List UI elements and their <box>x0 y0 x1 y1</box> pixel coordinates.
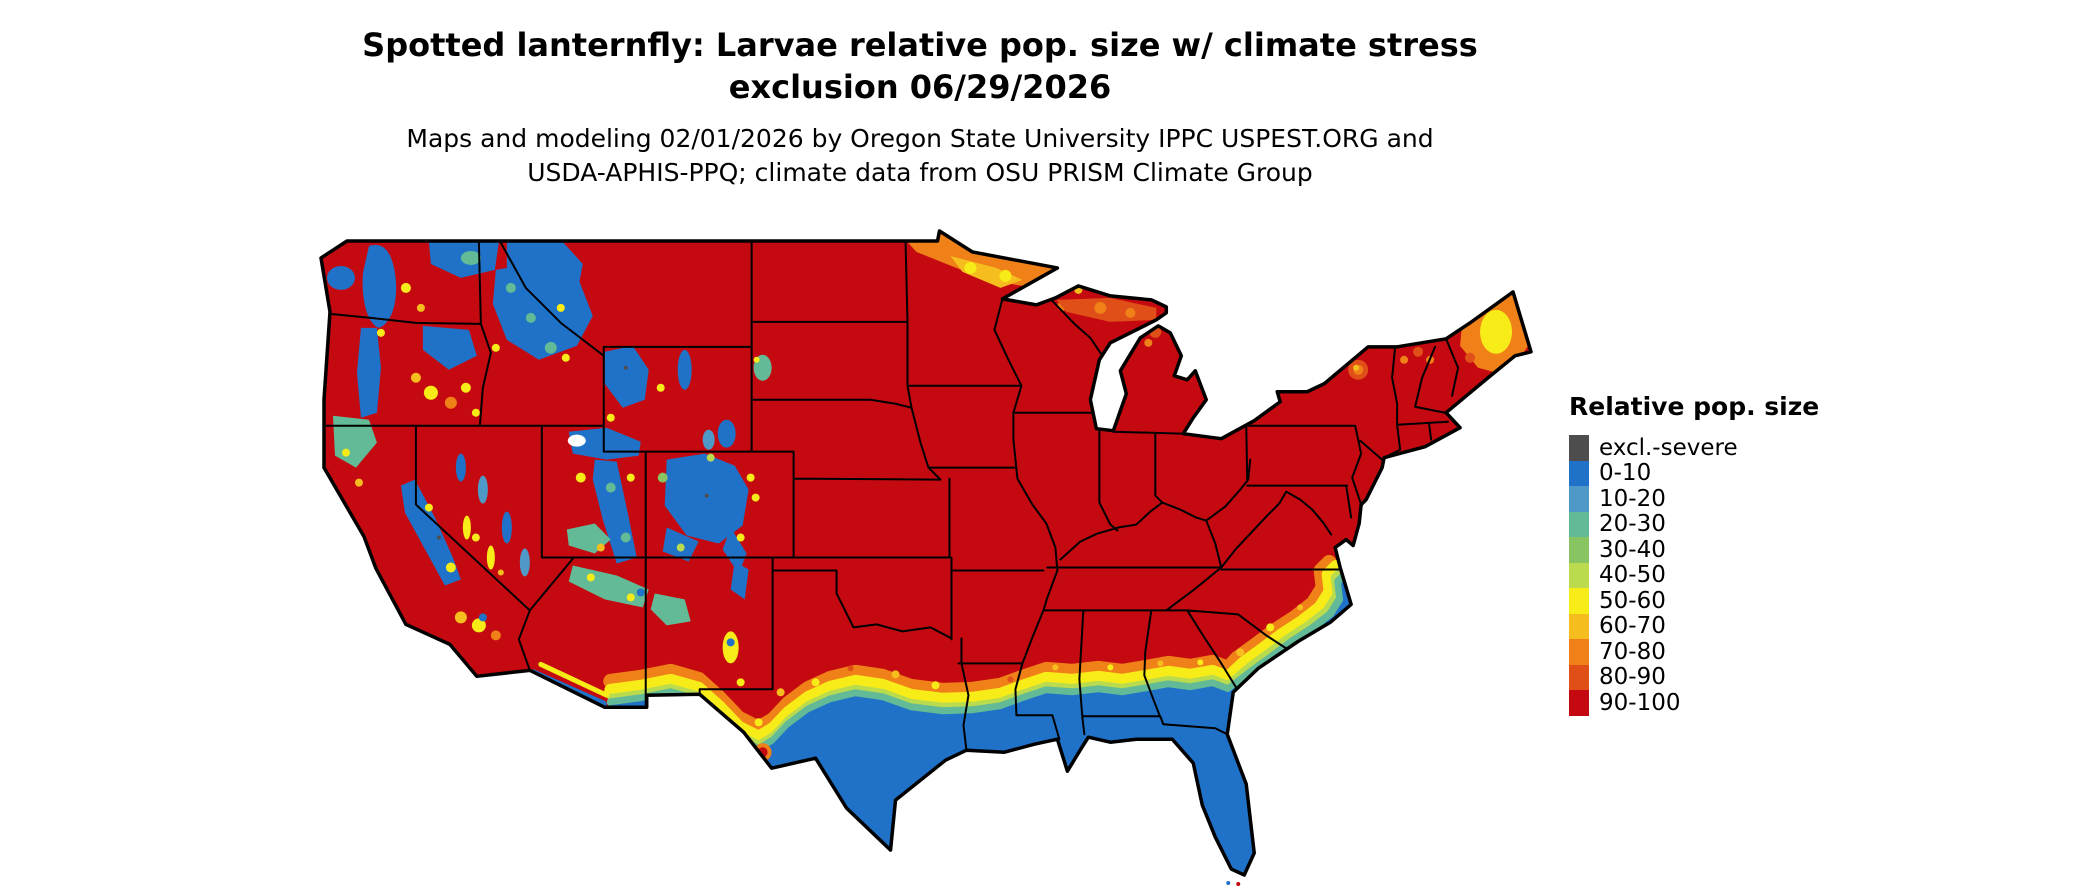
legend-item-label: 0-10 <box>1599 460 1652 487</box>
map-title-line1: Spotted lanternfly: Larvae relative pop.… <box>362 26 1478 64</box>
legend-item-label: 20-30 <box>1599 511 1666 538</box>
map-title-line2: exclusion 06/29/2026 <box>728 68 1112 106</box>
florida-keys-speck <box>1236 882 1241 887</box>
legend-item-label: excl.-severe <box>1599 434 1738 461</box>
legend-swatch <box>1569 664 1589 690</box>
legend-swatch <box>1569 639 1589 665</box>
legend-item: excl.-severe <box>1569 435 1819 461</box>
legend-item: 60-70 <box>1569 613 1819 640</box>
legend-item: 20-30 <box>1569 511 1819 538</box>
northern-fringe-regions <box>906 231 1529 383</box>
legend-swatch <box>1569 460 1589 486</box>
legend-item-label: 40-50 <box>1599 562 1666 589</box>
legend-item-label: 90-100 <box>1599 689 1681 716</box>
legend-swatch <box>1569 588 1589 614</box>
great-salt-lake <box>567 434 586 447</box>
legend-item-label: 60-70 <box>1599 613 1666 640</box>
legend-title: Relative pop. size <box>1569 392 1820 421</box>
terrain-mottling <box>341 282 760 687</box>
map-subtitle-line2: USDA-APHIS-PPQ; climate data from OSU PR… <box>527 158 1313 187</box>
western-terrain-regions <box>326 241 772 687</box>
map-subtitle: Maps and modeling 02/01/2026 by Oregon S… <box>0 122 1840 190</box>
legend-item-label: 70-80 <box>1599 638 1666 665</box>
legend-item: 40-50 <box>1569 562 1819 589</box>
legend-items: excl.-severe 0-10 10-20 20-30 30-40 40-5… <box>1569 435 1819 716</box>
legend-item: 90-100 <box>1569 690 1819 716</box>
legend-item: 70-80 <box>1569 639 1819 665</box>
legend-item: 80-90 <box>1569 664 1819 691</box>
legend-swatch <box>1569 562 1589 588</box>
legend-item: 10-20 <box>1569 486 1819 512</box>
legend-item-label: 10-20 <box>1599 485 1666 512</box>
us-map-svg <box>319 229 1533 887</box>
legend-swatch <box>1569 511 1589 537</box>
legend-swatch <box>1569 690 1589 716</box>
state-borders <box>322 239 1460 752</box>
legend-swatch <box>1569 537 1589 563</box>
legend-item: 0-10 <box>1569 460 1819 487</box>
legend: Relative pop. size excl.-severe 0-10 10-… <box>1569 392 1819 716</box>
us-choropleth-map <box>311 228 1540 887</box>
map-subtitle-line1: Maps and modeling 02/01/2026 by Oregon S… <box>406 124 1434 153</box>
legend-item-label: 30-40 <box>1599 536 1666 563</box>
legend-swatch <box>1569 435 1589 461</box>
us-outline <box>319 229 1533 877</box>
legend-item-label: 80-90 <box>1599 664 1666 691</box>
southern-transition-band <box>603 555 1351 754</box>
map-title: Spotted lanternfly: Larvae relative pop.… <box>0 24 1840 108</box>
legend-item: 30-40 <box>1569 537 1819 563</box>
legend-swatch <box>1569 486 1589 512</box>
legend-item-label: 50-60 <box>1599 587 1666 614</box>
legend-item: 50-60 <box>1569 588 1819 614</box>
florida-keys-speck <box>1226 881 1231 886</box>
legend-swatch <box>1569 613 1589 639</box>
